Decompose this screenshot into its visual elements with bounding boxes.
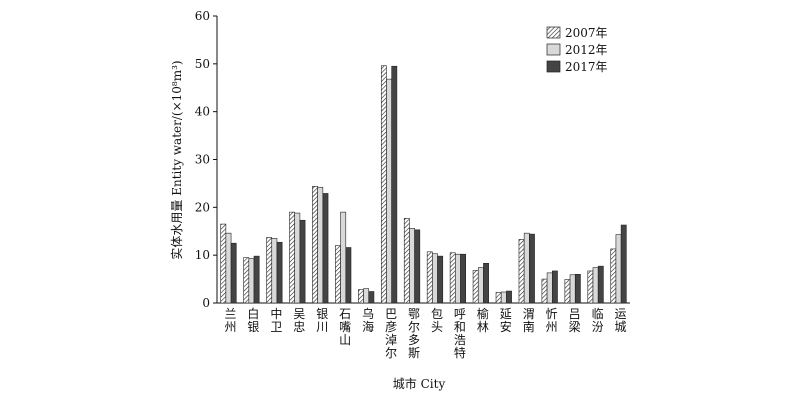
bar-2017年-石嘴山 — [345, 247, 352, 304]
y-tick-label: 10 — [195, 248, 210, 262]
y-tick-label: 20 — [195, 200, 210, 214]
x-tick-label: 延安 — [500, 307, 512, 334]
bar-2012年-中卫 — [271, 238, 278, 304]
x-tick-label: 兰州 — [224, 307, 236, 334]
bar-2007年-白银 — [243, 257, 250, 304]
y-tick-label: 60 — [195, 9, 210, 23]
y-tick-label: 0 — [202, 296, 210, 310]
bar-2012年-石嘴山 — [340, 211, 347, 304]
x-tick-label: 榆林 — [477, 306, 489, 334]
bar-2017年-忻州 — [551, 270, 558, 304]
legend: 2007年 2012年 2017年 — [546, 26, 608, 74]
bar-2017年-吕梁 — [574, 273, 581, 304]
x-tick-label: 渭南 — [523, 307, 535, 334]
bar-2017年-吴忠 — [299, 219, 306, 304]
bar-2012年-吴忠 — [294, 212, 301, 304]
bar-2007年-延安 — [495, 292, 502, 304]
bar-2007年-运城 — [610, 248, 617, 304]
bar-2012年-运城 — [615, 234, 622, 304]
bar-2012年-巴彦淖尔 — [386, 78, 392, 304]
bar-2007年-呼和浩特 — [449, 252, 456, 304]
bar-2017年-鄂尔多斯 — [414, 229, 421, 304]
y-tick-labels: 0 10 20 30 40 50 60 — [195, 9, 210, 310]
bar-2007年-吕梁 — [564, 279, 571, 304]
y-tick-label: 40 — [195, 105, 210, 119]
x-tick-label: 运城 — [615, 307, 627, 334]
bar-2017年-银川 — [322, 193, 329, 304]
bar-2012年-包头 — [432, 253, 438, 304]
bar-2012年-渭南 — [523, 232, 530, 304]
bar-2007年-包头 — [426, 251, 433, 304]
bar-2017年-兰州 — [230, 242, 237, 304]
bar-2017年-呼和浩特 — [460, 253, 467, 304]
x-tick-label: 鄂尔多斯 — [408, 307, 420, 360]
bar-2017年-榆林 — [483, 262, 489, 304]
bar-2017年-渭南 — [529, 233, 535, 304]
legend-swatch — [546, 43, 561, 56]
x-tick-label: 呼和浩特 — [454, 307, 466, 360]
bar-2012年-吕梁 — [569, 274, 576, 304]
bar-2012年-忻州 — [546, 272, 553, 304]
x-axis-label: 城市 City — [393, 376, 446, 391]
bar-2017年-巴彦淖尔 — [391, 65, 398, 304]
x-tick-label: 吕梁 — [569, 307, 581, 334]
bar-2017年-延安 — [506, 290, 512, 304]
y-axis-label: 实体水用量 Entity water/(×10⁸m³) — [169, 60, 184, 259]
bar-2007年-忻州 — [541, 278, 548, 304]
legend-swatch — [546, 60, 561, 73]
bar-2017年-包头 — [437, 255, 444, 304]
legend-label: 2007年 — [565, 26, 608, 40]
bar-2007年-乌海 — [358, 289, 364, 304]
bar-2017年-乌海 — [368, 291, 375, 304]
x-tick-label: 包头 — [431, 307, 443, 334]
x-tick-label: 乌海 — [362, 306, 374, 334]
bar-2012年-延安 — [500, 291, 507, 304]
bar-2007年-银川 — [312, 185, 318, 304]
bar-2007年-兰州 — [220, 223, 227, 304]
bar-2017年-临汾 — [597, 265, 604, 304]
bars — [220, 65, 627, 304]
bar-2007年-中卫 — [266, 237, 273, 304]
x-tick-labels: 兰州白银中卫吴忠银川石嘴山乌海巴彦淖尔鄂尔多斯包头呼和浩特榆林延安渭南忻州吕梁临… — [224, 306, 626, 360]
bar-2012年-银川 — [317, 186, 324, 304]
bar-2012年-鄂尔多斯 — [409, 228, 415, 304]
bar-2007年-鄂尔多斯 — [403, 218, 410, 304]
bar-2012年-乌海 — [363, 288, 370, 304]
x-tick-label: 中卫 — [270, 306, 282, 334]
bar-2007年-榆林 — [472, 270, 479, 304]
y-tick-label: 50 — [195, 57, 210, 71]
x-tick-label: 吴忠 — [293, 307, 305, 334]
bar-2012年-白银 — [248, 258, 255, 304]
bar-2012年-兰州 — [225, 232, 232, 304]
bar-2007年-吴忠 — [289, 211, 296, 304]
bar-2012年-临汾 — [592, 267, 599, 304]
bar-2012年-呼和浩特 — [455, 253, 461, 304]
bar-2007年-临汾 — [587, 270, 594, 304]
bar-2017年-中卫 — [276, 241, 283, 304]
bar-2007年-巴彦淖尔 — [380, 65, 387, 304]
legend-label: 2012年 — [565, 43, 608, 57]
legend-swatch — [546, 26, 561, 39]
bar-2012年-榆林 — [477, 267, 484, 304]
axes — [213, 15, 630, 304]
x-tick-label: 白银 — [247, 306, 259, 334]
x-tick-label: 临汾 — [592, 307, 604, 334]
bar-2017年-白银 — [253, 255, 260, 304]
bar-2007年-渭南 — [518, 239, 525, 304]
y-tick-label: 30 — [195, 153, 210, 167]
x-tick-label: 银川 — [316, 307, 328, 334]
legend-label: 2017年 — [565, 60, 608, 74]
x-tick-label: 忻州 — [546, 307, 558, 334]
bar-2017年-运城 — [620, 224, 627, 304]
x-tick-label: 石嘴山 — [339, 307, 351, 347]
bar-2007年-石嘴山 — [335, 245, 341, 304]
x-tick-label: 巴彦淖尔 — [385, 307, 397, 360]
